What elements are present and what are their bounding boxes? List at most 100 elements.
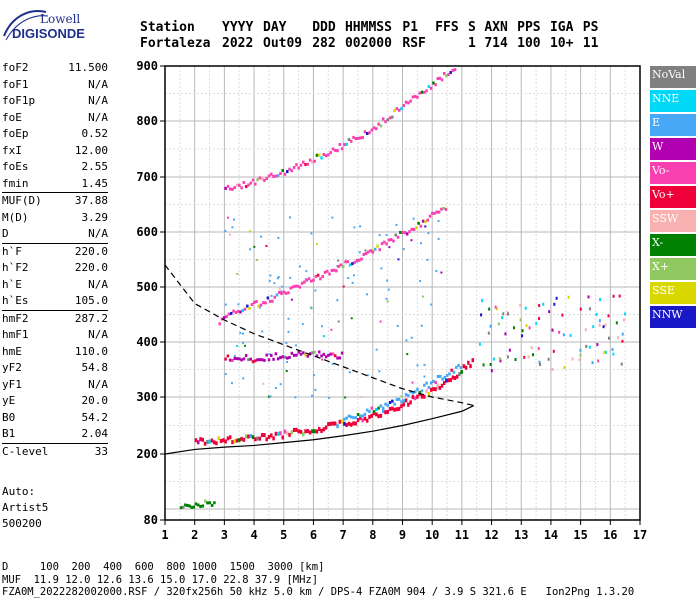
trace-point — [356, 418, 360, 423]
echo-point — [365, 293, 368, 296]
echo-point — [623, 318, 626, 322]
echo-point — [588, 307, 591, 311]
legend-item-x-: X- — [650, 234, 696, 256]
params-separator — [2, 309, 108, 311]
echo-point — [611, 347, 614, 351]
trace-point — [311, 351, 314, 355]
trace-point — [271, 299, 274, 303]
trace-point — [356, 412, 360, 416]
trace-point — [239, 310, 242, 314]
trace-point — [291, 285, 295, 289]
trace-point — [254, 182, 257, 186]
echo-point — [597, 359, 600, 363]
trace-point — [229, 311, 233, 315]
echo-point — [419, 280, 422, 283]
header-labels-row-cell: FFS — [435, 20, 459, 35]
echo-point — [255, 259, 258, 262]
trace-point — [324, 425, 328, 430]
param-label: fxI — [2, 143, 22, 157]
echo-point — [561, 313, 564, 317]
echo-point — [386, 279, 389, 282]
param-label: foF1 — [2, 77, 29, 91]
trace-point — [282, 290, 286, 294]
param-value: 54.8 — [81, 361, 109, 374]
echo-point — [598, 323, 601, 327]
param-row: hmF2 287.2 — [2, 311, 108, 328]
trace-point — [373, 247, 377, 251]
y-tick-label: 900 — [136, 59, 158, 73]
trace-point — [386, 409, 390, 414]
trace-point — [327, 153, 330, 157]
trace-point — [274, 352, 278, 356]
echo-point — [405, 339, 408, 342]
trace-point — [244, 434, 248, 439]
trace-point — [315, 153, 319, 157]
param-row: M(D) 3.29 — [2, 210, 108, 227]
echo-point — [239, 331, 242, 334]
trace-point — [368, 409, 371, 413]
trace-point — [335, 269, 338, 273]
x-tick-label: 13 — [514, 528, 528, 542]
trace-point — [343, 417, 346, 421]
trace-point — [270, 433, 273, 438]
echo-point — [224, 373, 227, 376]
echo-point — [595, 312, 598, 316]
echo-point — [344, 396, 347, 399]
trace-point — [428, 214, 432, 218]
trace-point — [341, 265, 345, 269]
trace-point — [238, 438, 241, 443]
trace-point — [351, 262, 354, 266]
trace-point — [439, 374, 442, 378]
param-row: hmF1 N/A — [2, 327, 108, 344]
trace-point — [304, 162, 307, 166]
echo-point — [287, 317, 290, 320]
trace-point — [442, 72, 446, 76]
trace-point — [348, 263, 352, 267]
trace-point — [235, 357, 239, 361]
trace-point — [391, 115, 394, 119]
echo-point — [437, 237, 440, 240]
trace-point — [388, 406, 392, 411]
trace-point — [290, 351, 294, 355]
echo-point — [538, 304, 541, 308]
trace-point — [347, 414, 351, 418]
trace-point — [287, 291, 290, 295]
x-tick-label: 17 — [633, 528, 647, 542]
trace-point — [231, 187, 234, 191]
trace-point — [322, 352, 326, 356]
trace-point — [212, 440, 216, 445]
trace-point — [228, 358, 232, 362]
echo-point — [241, 332, 244, 335]
trace-point — [295, 163, 298, 167]
trace-point — [445, 373, 449, 377]
trace-point — [331, 352, 335, 356]
trace-point — [436, 374, 440, 378]
echo-point — [224, 303, 227, 306]
trace-point — [343, 421, 346, 426]
trace-point — [320, 428, 323, 433]
trace-point — [311, 160, 314, 164]
header-labels-row-cell: PPS — [517, 20, 541, 35]
trace-point — [375, 412, 378, 417]
trace-point — [254, 359, 257, 363]
param-row: h`E N/A — [2, 277, 108, 294]
trace-point — [336, 149, 339, 153]
trace-point — [215, 441, 218, 446]
trace-point — [440, 78, 444, 82]
trace-point — [201, 437, 205, 442]
echo-point — [602, 325, 605, 329]
echo-point — [331, 363, 334, 366]
trace-point — [236, 309, 240, 313]
trace-point — [331, 421, 335, 426]
trace-point — [244, 354, 248, 358]
echo-point — [273, 282, 276, 285]
echo-point — [278, 287, 281, 290]
trace-point — [427, 386, 431, 390]
trace-point — [409, 99, 412, 103]
trace-point — [391, 399, 394, 403]
trace-point — [303, 280, 306, 284]
param-row: h`F 220.0 — [2, 244, 108, 261]
echo-point — [352, 274, 355, 277]
trace-point — [344, 260, 347, 264]
trace-point — [429, 387, 433, 392]
